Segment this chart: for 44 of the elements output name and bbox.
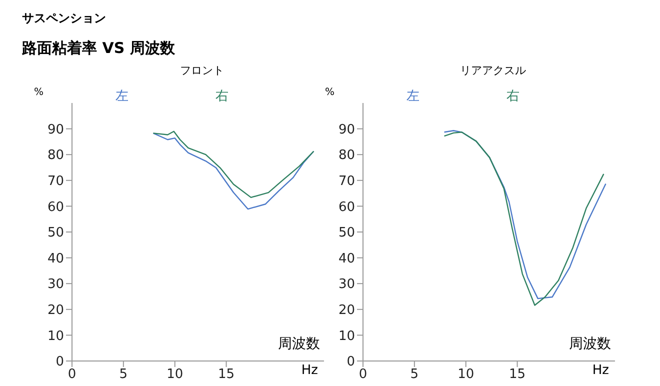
text: 路面粘着率 VS 周波数 (22, 39, 175, 58)
x-tick-label: 10 (458, 367, 474, 382)
x-tick-label: 0 (68, 367, 76, 382)
y-tick-label: 60 (47, 200, 64, 215)
x-tick-label: 5 (119, 367, 128, 382)
y-tick-label: 0 (346, 354, 355, 370)
y-tick-label: 40 (338, 251, 355, 266)
y-tick-label: 70 (47, 174, 64, 190)
x-tick-label: 10 (166, 367, 184, 382)
y-tick-label: 90 (338, 122, 355, 138)
y-tick-label: 10 (338, 328, 355, 344)
y-tick-label: 20 (47, 303, 64, 318)
text: Hz (301, 363, 318, 378)
y-tick-label: 80 (47, 148, 64, 164)
y-tick-label: 0 (56, 354, 64, 370)
x-tick-label: 5 (410, 367, 419, 382)
text: 左 (406, 88, 420, 105)
x-tick-label: 15 (509, 367, 526, 382)
line-series (152, 130, 314, 198)
y-axis-title: % (325, 87, 335, 98)
y-tick-label: 40 (47, 251, 64, 266)
x-tick-label: 15 (218, 367, 235, 382)
y-tick-label: 70 (338, 174, 355, 190)
y-tick-label: 20 (338, 303, 355, 318)
chart-title: リアアクスル (459, 63, 527, 79)
text: 右 (216, 88, 228, 105)
x-tick-label: 0 (358, 367, 368, 382)
y-tick-label: 60 (338, 200, 355, 215)
text: 左 (116, 88, 128, 105)
y-tick-label: 80 (338, 148, 355, 164)
x-axis-title: 周波数 (569, 335, 611, 353)
y-tick-label: 30 (338, 277, 355, 292)
y-tick-label: 30 (47, 277, 64, 292)
text: サスペンション (22, 10, 107, 27)
y-axis-title: % (34, 87, 44, 98)
y-tick-label: 90 (47, 122, 64, 138)
text: Hz (592, 363, 609, 378)
chart-title: フロント (179, 63, 225, 79)
y-tick-label: 10 (47, 328, 64, 344)
x-axis-title: 周波数 (278, 335, 320, 353)
y-tick-label: 50 (338, 226, 355, 241)
y-tick-label: 50 (47, 226, 64, 241)
text: 右 (506, 88, 520, 105)
line-series (152, 132, 314, 210)
